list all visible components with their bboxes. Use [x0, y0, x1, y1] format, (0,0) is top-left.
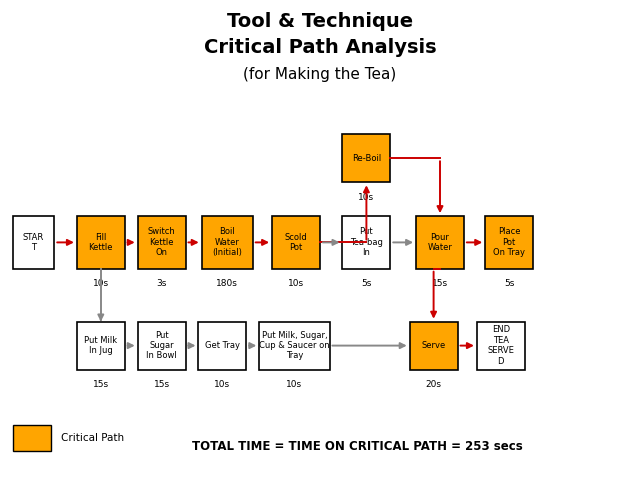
FancyBboxPatch shape	[259, 322, 330, 370]
Text: Place
Pot
On Tray: Place Pot On Tray	[493, 228, 525, 257]
Text: (for Making the Tea): (for Making the Tea)	[243, 67, 397, 82]
Text: 10s: 10s	[93, 279, 109, 288]
FancyBboxPatch shape	[410, 322, 458, 370]
FancyBboxPatch shape	[342, 216, 390, 269]
Text: Put
Sugar
In Bowl: Put Sugar In Bowl	[146, 331, 177, 360]
Text: 5s: 5s	[504, 279, 515, 288]
FancyBboxPatch shape	[202, 216, 253, 269]
Text: Pour
Water: Pour Water	[428, 233, 452, 252]
FancyBboxPatch shape	[138, 216, 186, 269]
Text: Serve: Serve	[422, 341, 445, 350]
Text: Put
Tea-bag
In: Put Tea-bag In	[350, 228, 383, 257]
Text: Get Tray: Get Tray	[205, 341, 240, 350]
Text: Critical Path Analysis: Critical Path Analysis	[204, 38, 436, 58]
FancyBboxPatch shape	[138, 322, 186, 370]
FancyBboxPatch shape	[77, 216, 125, 269]
Text: 20s: 20s	[426, 380, 442, 389]
Text: 15s: 15s	[154, 380, 170, 389]
Text: 10s: 10s	[214, 380, 230, 389]
Text: Put Milk, Sugar,
Cup & Saucer on
Tray: Put Milk, Sugar, Cup & Saucer on Tray	[259, 331, 330, 360]
Text: Put Milk
In Jug: Put Milk In Jug	[84, 336, 117, 355]
Text: Tool & Technique: Tool & Technique	[227, 12, 413, 31]
FancyBboxPatch shape	[198, 322, 246, 370]
FancyBboxPatch shape	[13, 425, 51, 451]
Text: Fill
Kettle: Fill Kettle	[88, 233, 113, 252]
Text: 5s: 5s	[361, 279, 372, 288]
Text: 10s: 10s	[288, 279, 304, 288]
Text: 3s: 3s	[156, 279, 167, 288]
Text: Boil
Water
(Initial): Boil Water (Initial)	[212, 228, 242, 257]
FancyBboxPatch shape	[485, 216, 533, 269]
Text: 10s: 10s	[358, 193, 374, 202]
FancyBboxPatch shape	[77, 322, 125, 370]
FancyBboxPatch shape	[13, 216, 54, 269]
FancyBboxPatch shape	[477, 322, 525, 370]
Text: Re-Boil: Re-Boil	[352, 154, 381, 163]
Text: END
TEA
SERVE
D: END TEA SERVE D	[488, 325, 514, 366]
Text: 15s: 15s	[432, 279, 448, 288]
FancyBboxPatch shape	[416, 216, 464, 269]
Text: 180s: 180s	[216, 279, 238, 288]
Text: Critical Path: Critical Path	[61, 433, 124, 443]
Text: Scold
Pot: Scold Pot	[285, 233, 307, 252]
Text: STAR
T: STAR T	[23, 233, 44, 252]
Text: Switch
Kettle
On: Switch Kettle On	[148, 228, 175, 257]
FancyBboxPatch shape	[342, 134, 390, 182]
Text: 15s: 15s	[93, 380, 109, 389]
Text: TOTAL TIME = TIME ON CRITICAL PATH = 253 secs: TOTAL TIME = TIME ON CRITICAL PATH = 253…	[192, 440, 523, 453]
FancyBboxPatch shape	[272, 216, 320, 269]
Text: 10s: 10s	[286, 380, 303, 389]
